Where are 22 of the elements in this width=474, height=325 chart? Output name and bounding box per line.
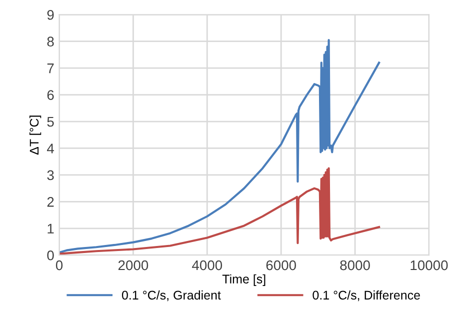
x-tick-label: 10000 [410, 260, 448, 270]
x-tick-label: 2000 [118, 260, 148, 270]
x-tick-label: 0 [56, 260, 63, 270]
y-tick-label: 1 [48, 224, 54, 234]
y-tick-label: 3 [47, 170, 54, 180]
legend-label: 0.1 °C/s, Gradient [122, 290, 221, 302]
line-series [59, 38, 380, 254]
x-axis-title: Time [s] [222, 274, 266, 286]
y-tick-label: 5 [47, 116, 54, 127]
legend-label: 0.1 °C/s, Difference [312, 290, 420, 302]
x-tick-label: 4000 [192, 260, 222, 270]
y-tick-label: 9 [47, 10, 54, 20]
y-tick-label: 7 [47, 64, 54, 74]
y-tick-label: 0 [47, 250, 54, 260]
x-tick-label: 6000 [266, 260, 296, 270]
y-tick-label: 2 [47, 197, 54, 207]
y-axis-title: ΔT [°C] [29, 116, 42, 155]
y-tick-label: 8 [47, 36, 54, 47]
y-tick-label: 6 [47, 90, 54, 100]
x-tick-label: 8000 [340, 260, 370, 270]
y-tick-label: 4 [46, 144, 54, 154]
line-series [59, 167, 380, 255]
